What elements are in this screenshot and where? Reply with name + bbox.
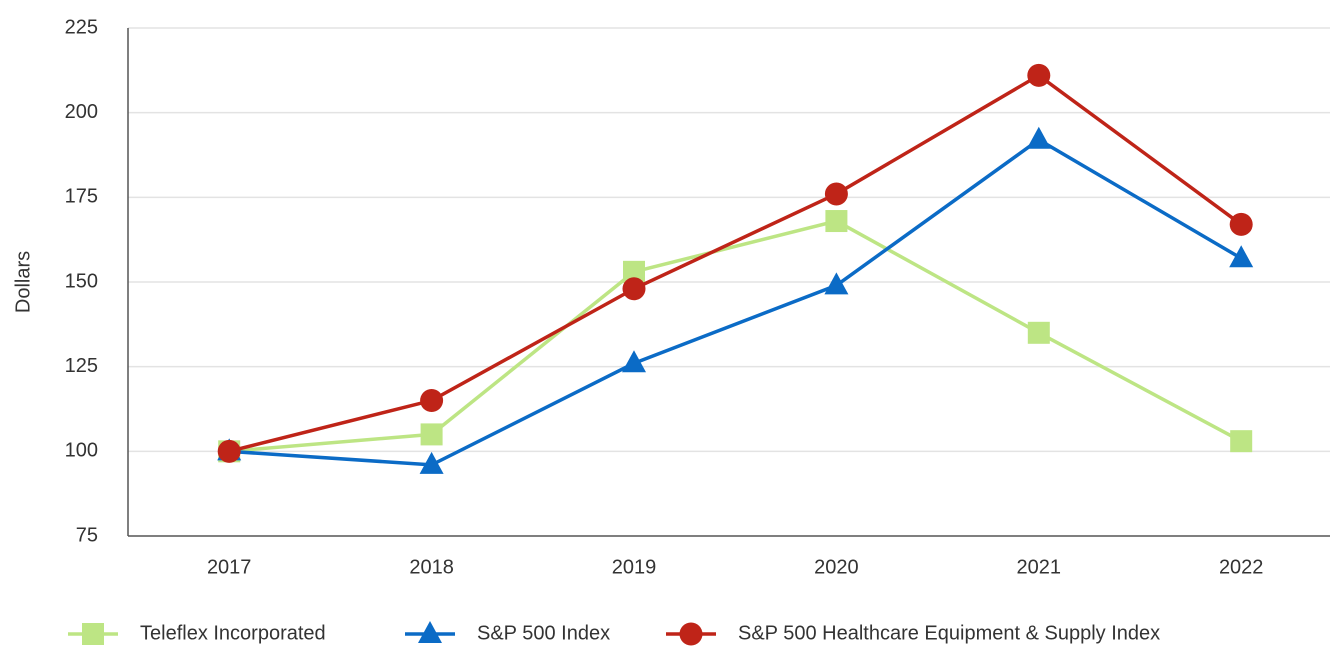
marker — [82, 623, 104, 645]
marker — [1230, 430, 1253, 453]
marker — [418, 621, 442, 643]
x-tick-label: 2018 — [409, 556, 454, 578]
legend-label: Teleflex Incorporated — [140, 622, 326, 644]
series-line — [229, 219, 1243, 454]
y-tick-label: 100 — [65, 440, 98, 462]
y-tick-label: 150 — [65, 270, 98, 292]
marker — [1027, 321, 1050, 344]
y-tick-label: 225 — [65, 16, 98, 38]
marker — [622, 277, 646, 301]
marker — [623, 260, 645, 283]
marker — [1026, 126, 1051, 149]
marker — [1027, 63, 1051, 87]
marker — [622, 350, 646, 373]
marker — [419, 451, 444, 474]
marker — [1229, 212, 1253, 236]
marker — [420, 423, 443, 446]
y-tick-label: 200 — [65, 101, 98, 123]
x-tick-label: 2022 — [1219, 556, 1264, 578]
x-tick-label: 2021 — [1017, 556, 1062, 578]
marker — [824, 182, 848, 206]
marker — [679, 622, 703, 646]
y-tick-label: 175 — [65, 186, 98, 208]
marker — [217, 439, 241, 463]
marker — [1229, 245, 1254, 268]
marker — [825, 210, 848, 233]
y-tick-label: 75 — [76, 524, 98, 546]
series-line — [228, 73, 1243, 454]
marker — [420, 389, 444, 413]
marker — [824, 272, 849, 295]
x-tick-label: 2017 — [207, 556, 252, 578]
legend-label: S&P 500 Index — [477, 622, 610, 644]
x-tick-label: 2020 — [814, 556, 859, 578]
x-tick-label: 2019 — [612, 556, 657, 578]
y-tick-label: 125 — [65, 355, 98, 377]
legend-label: S&P 500 Healthcare Equipment & Supply In… — [738, 622, 1160, 644]
series-line — [229, 137, 1243, 467]
y-axis-label: Dollars — [12, 251, 34, 313]
